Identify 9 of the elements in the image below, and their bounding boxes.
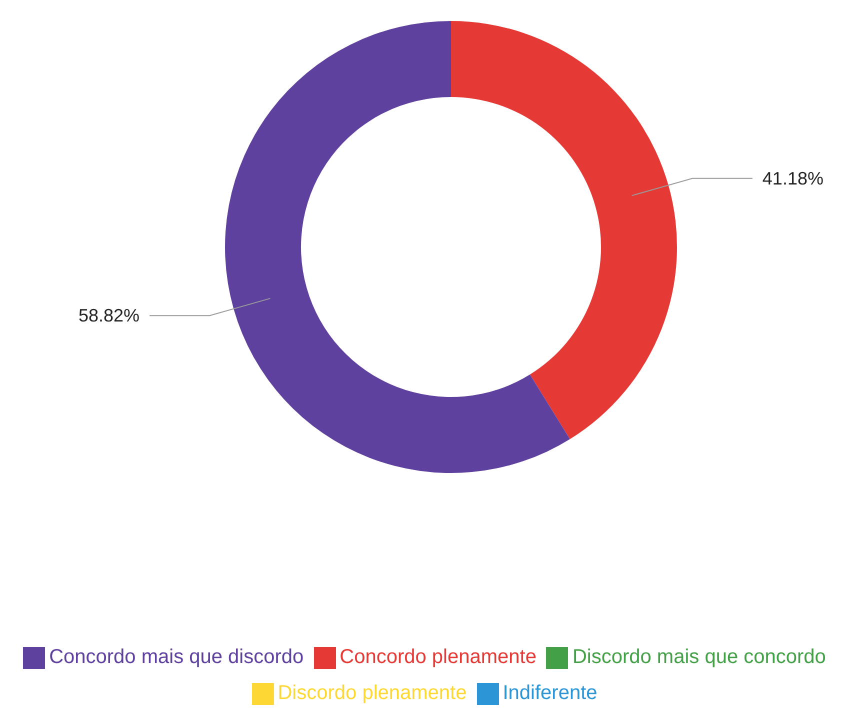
legend-label: Discordo plenamente bbox=[278, 682, 467, 704]
legend-label: Concordo plenamente bbox=[340, 646, 536, 668]
donut-slice bbox=[451, 21, 677, 440]
legend-label: Indiferente bbox=[502, 682, 598, 704]
legend-label: Concordo mais que discordo bbox=[49, 646, 304, 668]
donut-slice bbox=[225, 21, 570, 473]
legend-label: Discordo mais que concordo bbox=[572, 646, 826, 668]
data-label: 58.82% bbox=[78, 306, 140, 326]
data-label: 41.18% bbox=[762, 168, 824, 188]
